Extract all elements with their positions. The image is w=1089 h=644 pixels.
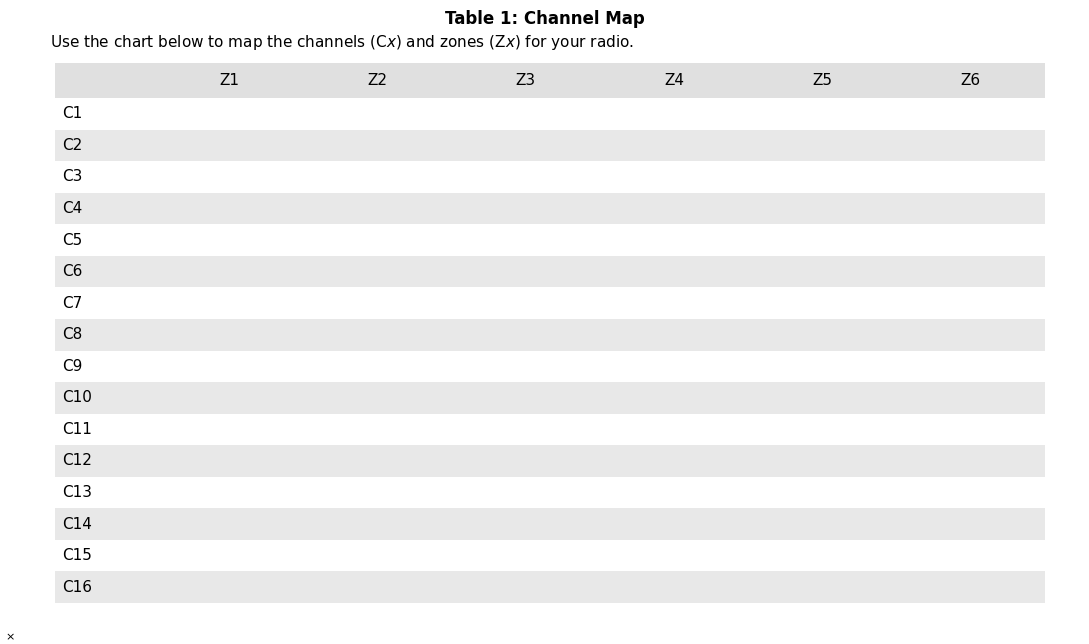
Bar: [56, 98, 1045, 129]
Bar: [56, 224, 1045, 256]
Text: C6: C6: [62, 264, 83, 279]
Text: C10: C10: [62, 390, 91, 405]
Bar: [56, 63, 1045, 98]
Text: C8: C8: [62, 327, 83, 342]
Text: C5: C5: [62, 232, 83, 247]
Bar: [56, 508, 1045, 540]
Text: Z2: Z2: [367, 73, 388, 88]
Bar: [56, 193, 1045, 224]
Text: Z1: Z1: [219, 73, 240, 88]
Bar: [56, 350, 1045, 382]
Text: Z4: Z4: [664, 73, 684, 88]
Text: C16: C16: [62, 580, 91, 594]
Text: C3: C3: [62, 169, 83, 184]
Text: Use the chart below to map the channels (C$\it{x}$) and zones (Z$\it{x}$) for yo: Use the chart below to map the channels …: [50, 33, 634, 52]
Text: C2: C2: [62, 138, 83, 153]
Text: Table 1: Channel Map: Table 1: Channel Map: [444, 10, 645, 28]
Bar: [56, 413, 1045, 445]
Bar: [56, 540, 1045, 571]
Text: C12: C12: [62, 453, 91, 468]
Bar: [56, 445, 1045, 477]
Bar: [56, 287, 1045, 319]
Text: C9: C9: [62, 359, 83, 374]
Text: C11: C11: [62, 422, 91, 437]
Text: C1: C1: [62, 106, 83, 121]
Text: C15: C15: [62, 548, 91, 563]
Bar: [56, 129, 1045, 161]
Bar: [56, 477, 1045, 508]
Text: C13: C13: [62, 485, 91, 500]
Text: Z5: Z5: [812, 73, 832, 88]
Text: ×: ×: [5, 632, 14, 642]
Bar: [56, 382, 1045, 413]
Text: C14: C14: [62, 516, 91, 531]
Text: C4: C4: [62, 201, 83, 216]
Text: Z6: Z6: [960, 73, 981, 88]
Text: C7: C7: [62, 296, 83, 310]
Bar: [56, 319, 1045, 350]
Text: Z3: Z3: [516, 73, 536, 88]
Bar: [56, 161, 1045, 193]
Bar: [56, 256, 1045, 287]
Bar: [56, 571, 1045, 603]
